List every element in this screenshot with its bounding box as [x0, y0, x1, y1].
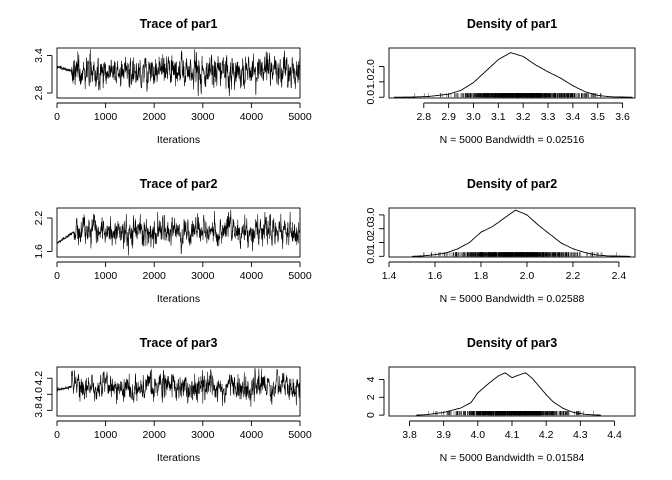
x-tick-label: 4.2 [539, 429, 554, 441]
x-tick-label: 5000 [288, 429, 312, 441]
x-axis-label: N = 5000 Bandwidth = 0.02516 [440, 134, 585, 146]
x-tick-label: 4.4 [607, 429, 622, 441]
y-tick-label: 2.0 [365, 59, 377, 74]
x-tick-label: 4.1 [505, 429, 520, 441]
x-tick-label: 0 [54, 270, 60, 282]
x-tick-label: 3.9 [436, 429, 451, 441]
x-tick-label: 4000 [240, 111, 264, 123]
x-tick-label: 4.3 [573, 429, 588, 441]
x-tick-label: 1.4 [382, 270, 397, 282]
x-tick-label: 3.0 [466, 111, 481, 123]
panel-title: Density of par2 [467, 177, 557, 191]
x-tick-label: 0 [54, 429, 60, 441]
x-tick-label: 3.2 [516, 111, 531, 123]
x-tick-label: 3.5 [590, 111, 605, 123]
x-axis-label: N = 5000 Bandwidth = 0.01584 [440, 452, 585, 464]
x-tick-label: 2000 [143, 270, 167, 282]
x-tick-label: 1.8 [474, 270, 489, 282]
x-tick-label: 3000 [191, 270, 215, 282]
x-tick-label: 4.0 [471, 429, 486, 441]
x-tick-label: 2.4 [612, 270, 627, 282]
panel-title: Trace of par2 [140, 177, 218, 191]
panel-title: Density of par1 [467, 17, 557, 31]
y-tick-label: 2.0 [365, 221, 377, 236]
x-tick-label: 2.8 [416, 111, 431, 123]
y-tick-label: 0 [365, 412, 377, 418]
x-tick-label: 3.3 [541, 111, 556, 123]
x-tick-label: 3.8 [402, 429, 417, 441]
panel-title: Density of par3 [467, 336, 557, 350]
x-tick-label: 2000 [143, 429, 167, 441]
x-tick-label: 3.6 [615, 111, 630, 123]
y-tick-label: 1.0 [365, 235, 377, 250]
y-tick-label: 1.6 [33, 244, 45, 259]
x-axis-label: Iterations [157, 134, 200, 146]
x-tick-label: 3.1 [491, 111, 506, 123]
y-tick-label: 2.8 [33, 86, 45, 101]
x-tick-label: 1000 [94, 111, 118, 123]
y-tick-label: 2 [365, 394, 377, 400]
y-tick-label: 3.4 [33, 48, 45, 63]
x-tick-label: 4000 [240, 429, 264, 441]
x-tick-label: 3000 [191, 429, 215, 441]
x-tick-label: 4000 [240, 270, 264, 282]
x-tick-label: 3000 [191, 111, 215, 123]
y-tick-label: 2.2 [33, 211, 45, 226]
x-axis-label: Iterations [157, 293, 200, 305]
x-tick-label: 3.4 [566, 111, 581, 123]
x-tick-label: 2.0 [520, 270, 535, 282]
x-tick-label: 2000 [143, 111, 167, 123]
x-tick-label: 5000 [288, 270, 312, 282]
x-axis-label: N = 5000 Bandwidth = 0.02588 [440, 293, 585, 305]
x-tick-label: 1000 [94, 429, 118, 441]
y-tick-label: 3.0 [365, 207, 377, 222]
y-tick-label: 0.0 [365, 90, 377, 105]
panel-title: Trace of par1 [140, 17, 218, 31]
x-tick-label: 1000 [94, 270, 118, 282]
y-tick-label: 0.0 [365, 249, 377, 264]
x-tick-label: 1.6 [428, 270, 443, 282]
x-tick-label: 5000 [288, 111, 312, 123]
y-tick-label: 3.8 [33, 403, 45, 418]
y-tick-label: 1.0 [365, 74, 377, 89]
x-tick-label: 2.2 [566, 270, 581, 282]
y-tick-label: 4.0 [33, 387, 45, 402]
x-axis-label: Iterations [157, 452, 200, 464]
x-tick-label: 0 [54, 111, 60, 123]
x-tick-label: 2.9 [441, 111, 456, 123]
y-tick-label: 4.2 [33, 371, 45, 386]
y-tick-label: 4 [365, 376, 377, 382]
panel-title: Trace of par3 [140, 336, 218, 350]
